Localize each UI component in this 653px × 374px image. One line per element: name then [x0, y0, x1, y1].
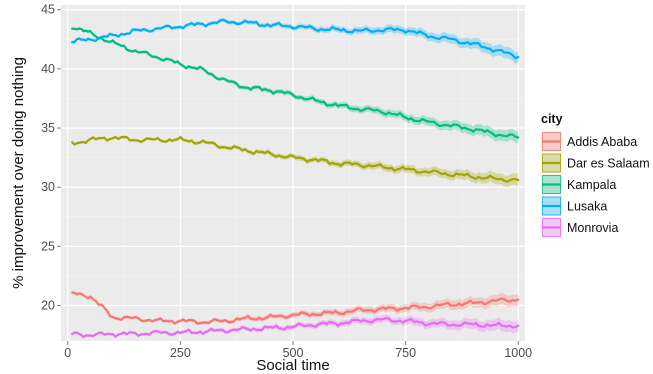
legend-title: city	[541, 112, 563, 126]
series-line	[71, 27, 520, 139]
x-axis: 0 250 500 750 1000	[64, 341, 532, 360]
x-tick-label: 500	[283, 346, 304, 360]
series-line	[71, 291, 520, 325]
y-tick-label: 45	[41, 3, 55, 17]
series-line	[71, 317, 520, 339]
y-tick-label: 30	[41, 180, 55, 194]
legend-label: Dar es Salaam	[567, 157, 650, 171]
x-tick-label: 1000	[504, 346, 532, 360]
y-axis-title: % improvement over doing nothing	[10, 57, 27, 289]
legend: city Addis Ababa Dar es Salaam Kampala Lusa…	[540, 112, 650, 239]
x-tick-label: 750	[395, 346, 416, 360]
series-line	[71, 18, 520, 60]
y-tick-label: 40	[41, 62, 55, 76]
y-tick-label: 25	[41, 239, 55, 253]
series-ribbon	[72, 27, 519, 144]
y-axis: 20 25 30 35 40 45	[41, 3, 61, 313]
x-axis-title: Social time	[256, 357, 329, 374]
y-tick-label: 35	[41, 121, 55, 135]
legend-label: Monrovia	[567, 221, 618, 235]
series-ribbon	[72, 17, 519, 64]
series-line	[71, 135, 520, 183]
x-tick-label: 0	[64, 346, 71, 360]
x-tick-label: 250	[170, 346, 191, 360]
legend-label: Lusaka	[567, 200, 607, 214]
series-ribbon	[72, 135, 519, 188]
y-tick-label: 20	[41, 299, 55, 313]
legend-label: Kampala	[567, 178, 616, 192]
legend-label: Addis Ababa	[567, 135, 637, 149]
series-lines	[71, 18, 520, 339]
major-gridlines	[61, 5, 525, 341]
